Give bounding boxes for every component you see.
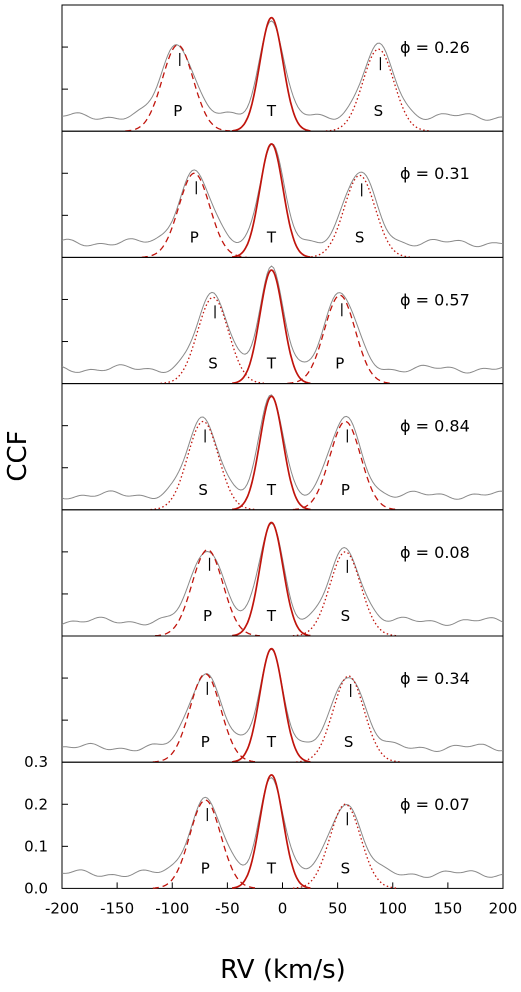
x-tick-label: 50 <box>328 899 347 917</box>
x-tick-label: 100 <box>378 899 407 917</box>
component-label-right: S <box>344 733 354 751</box>
tertiary-component-fit <box>232 395 311 511</box>
right-component-fit <box>292 803 398 889</box>
left-component-fit <box>141 172 247 258</box>
panel-5: P T Sϕ = 0.08 <box>61 509 504 637</box>
phase-label: ϕ = 0.57 <box>400 290 470 309</box>
panel-frame <box>61 509 504 637</box>
component-label-right: P <box>341 481 350 499</box>
x-tick-label: -100 <box>155 899 189 917</box>
left-component-fit <box>155 549 260 637</box>
right-component-fit <box>307 174 412 258</box>
y-tick-label: 0.3 <box>24 753 48 771</box>
component-label-tertiary: T <box>266 355 277 373</box>
x-tick-label: -50 <box>215 899 240 917</box>
component-label-left: P <box>190 228 199 246</box>
component-label-left: P <box>173 102 182 120</box>
y-tick-label: 0.0 <box>24 879 48 897</box>
right-component-fit <box>292 551 398 637</box>
component-label-left: S <box>208 355 218 373</box>
panels-group: P T Sϕ = 0.26 P T Sϕ = 0.31 S T Pϕ = 0.57 S T Pϕ = … <box>61 4 504 889</box>
left-component-fit <box>125 44 231 132</box>
component-label-right: S <box>341 607 351 625</box>
x-tick-label: 200 <box>489 899 518 917</box>
x-axis-title: RV (km/s) <box>220 955 346 985</box>
observed-ccf-line <box>61 143 504 248</box>
panel-frame <box>61 635 504 763</box>
component-label-tertiary: T <box>266 228 277 246</box>
x-tick-label: -200 <box>45 899 79 917</box>
right-component-fit <box>325 48 431 132</box>
observed-ccf-line <box>61 648 504 753</box>
component-label-tertiary: T <box>266 607 277 625</box>
y-tick-labels: 0.0 0.1 0.2 0.3 <box>24 753 48 897</box>
component-label-tertiary: T <box>266 859 277 877</box>
tertiary-component-fit <box>232 647 311 763</box>
tertiary-component-fit <box>232 269 311 385</box>
panel-6: P T Sϕ = 0.34 <box>61 635 504 763</box>
component-label-right: S <box>374 102 384 120</box>
x-tick-label: -150 <box>100 899 134 917</box>
x-tick-labels: -200 -150 -100 -50 0 50 100 150 200 <box>45 899 517 917</box>
component-label-left: P <box>203 607 212 625</box>
observed-ccf-line <box>61 776 504 878</box>
y-tick-label: 0.2 <box>24 795 48 813</box>
tertiary-component-fit <box>232 16 311 132</box>
observed-ccf-line <box>61 20 504 121</box>
left-component-fit <box>150 420 256 511</box>
component-label-tertiary: T <box>266 102 277 120</box>
observed-ccf-line <box>61 522 504 626</box>
y-axis-title: CCF <box>3 430 33 481</box>
panel-2: P T Sϕ = 0.31 <box>61 130 504 258</box>
observed-ccf-line <box>61 394 504 500</box>
phase-label: ϕ = 0.34 <box>400 669 470 688</box>
panel-frame <box>61 761 504 889</box>
tertiary-component-fit <box>232 521 311 637</box>
panel-3: S T Pϕ = 0.57 <box>61 256 504 385</box>
component-label-left: P <box>201 859 210 877</box>
panel-1: P T Sϕ = 0.26 <box>61 4 504 132</box>
panel-frame <box>61 4 504 132</box>
tertiary-component-fit <box>232 142 311 258</box>
x-tick-label: 150 <box>434 899 463 917</box>
y-tick-label: 0.1 <box>24 837 48 855</box>
phase-label: ϕ = 0.31 <box>400 164 470 183</box>
component-label-right: S <box>355 228 365 246</box>
component-label-left: S <box>198 481 208 499</box>
panel-7: P T Sϕ = 0.07 <box>61 761 504 889</box>
panel-frame <box>61 256 504 385</box>
x-tick-label: 0 <box>278 899 288 917</box>
phase-label: ϕ = 0.07 <box>400 795 470 814</box>
observed-ccf-line <box>61 265 504 374</box>
phase-label: ϕ = 0.08 <box>400 543 470 562</box>
phase-label: ϕ = 0.26 <box>400 38 470 57</box>
tertiary-component-fit <box>232 773 311 889</box>
component-label-right: P <box>335 355 344 373</box>
component-label-tertiary: T <box>266 733 277 751</box>
component-label-left: P <box>201 733 210 751</box>
panel-frame <box>61 130 504 258</box>
component-label-tertiary: T <box>266 481 277 499</box>
panel-4: S T Pϕ = 0.84 <box>61 383 504 511</box>
panel-frame <box>61 383 504 511</box>
phase-label: ϕ = 0.84 <box>400 417 470 436</box>
component-label-right: S <box>341 859 351 877</box>
